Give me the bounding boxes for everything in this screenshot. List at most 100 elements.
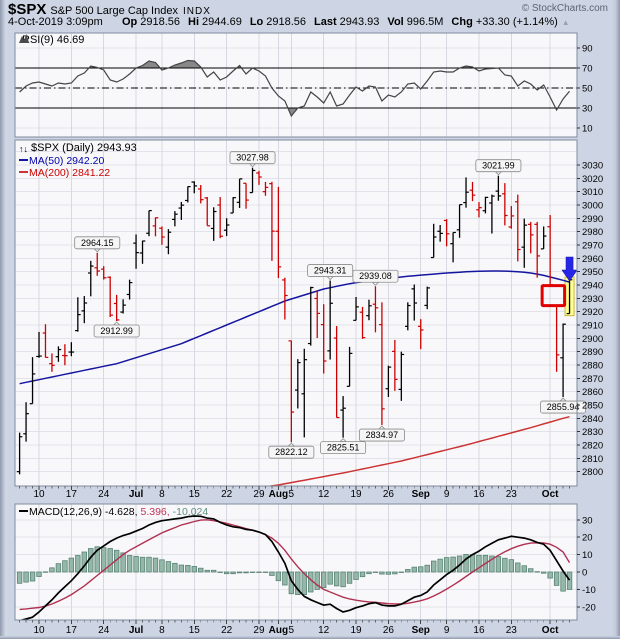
macd-hist-bar <box>333 571 340 587</box>
svg-text:23: 23 <box>506 489 518 500</box>
macd-signal-line <box>19 519 571 611</box>
macd-hist-bar <box>379 571 385 575</box>
ohlc-bar <box>534 221 540 278</box>
price-x-axis: 10 17 24 Jul 8 15 22 29 Aug 5 12 19 26 Sep 9 16 23 Oct <box>19 486 570 500</box>
macd-line <box>19 515 571 620</box>
svg-text:22: 22 <box>221 625 233 636</box>
macd-hist-bar <box>55 563 62 573</box>
ohlc-bar <box>133 234 139 269</box>
macd-hist-bar <box>49 567 55 573</box>
ohlc-bar <box>152 217 159 237</box>
macd-y-axis: 30 20 10 0 -10 -20 <box>577 515 596 613</box>
macd-hist-bar <box>424 564 430 573</box>
price-panel-border <box>14 139 578 487</box>
macd-hist-bar <box>437 558 443 573</box>
price-y-axis: 3030 3020 3010 3000 2990 2980 2970 2960 2950 2940… <box>577 161 603 478</box>
svg-text:16: 16 <box>473 625 485 636</box>
macd-hist-bar <box>139 556 146 573</box>
ohlc-bar <box>178 201 185 220</box>
svg-text:2834.97: 2834.97 <box>366 430 399 440</box>
macd-hist-bar <box>327 571 333 585</box>
ohlc-bar <box>49 353 55 372</box>
macd-hist-bar <box>540 571 547 574</box>
quote-row: 4-Oct-2019 3:09pm Op 2918.56 Hi 2944.69 Lo 29… <box>8 16 610 30</box>
ohlc-bar <box>333 326 340 419</box>
macd-hist-bar <box>152 557 159 573</box>
ohlc-bar <box>405 302 411 331</box>
ohlc-bar <box>372 286 379 333</box>
svg-text:Sep: Sep <box>412 625 430 636</box>
svg-text:2980: 2980 <box>582 227 603 238</box>
svg-text:-20: -20 <box>582 602 596 613</box>
ohlc-bar <box>514 194 521 262</box>
macd-hist-bar <box>282 571 288 586</box>
macd-hist-bar <box>217 571 223 573</box>
macd-hist-bar <box>185 565 191 573</box>
rsi-vertical-grid <box>38 33 551 137</box>
svg-text:2930: 2930 <box>582 294 603 305</box>
ohlc-bar <box>165 229 172 255</box>
svg-text:0: 0 <box>582 568 587 579</box>
svg-text:15: 15 <box>189 625 201 636</box>
ohlc-bar <box>139 240 146 264</box>
quote-strip: Op 2918.56 Hi 2944.69 Lo 2918.56 Last 2943.93 Vo… <box>122 16 570 28</box>
ohlc-bar <box>366 299 372 321</box>
watermark: © StockCharts.com <box>521 3 608 14</box>
svg-text:2890: 2890 <box>582 347 603 358</box>
svg-text:2810: 2810 <box>582 454 603 465</box>
macd-hist-bar <box>262 571 269 573</box>
macd-hist-bar <box>94 546 100 573</box>
svg-text:2825.51: 2825.51 <box>327 443 360 453</box>
ohlc-bar <box>502 183 508 226</box>
macd-hist-bar <box>133 555 139 573</box>
svg-text:Aug: Aug <box>269 489 288 500</box>
macd-hist-bar <box>431 560 437 573</box>
rsi-plot-area[interactable] <box>15 33 577 137</box>
price-callout: 2834.97 <box>358 425 405 442</box>
macd-hist-bar <box>443 557 450 573</box>
ohlc-bar <box>236 178 243 208</box>
ohlc-bar <box>81 296 88 324</box>
svg-text:23: 23 <box>506 625 518 636</box>
open-label: Op <box>122 16 138 28</box>
ohlc-bar <box>113 294 120 322</box>
macd-hist-bar <box>521 565 527 573</box>
svg-text:Oct: Oct <box>542 625 559 636</box>
svg-text:70: 70 <box>582 64 593 75</box>
ohlc-bar <box>456 204 463 238</box>
svg-text:12: 12 <box>318 625 330 636</box>
macd-hist-bar <box>502 557 508 573</box>
macd-hist-bar <box>159 559 165 573</box>
macd-hist-bar <box>528 568 534 573</box>
svg-text:Sep: Sep <box>412 489 430 500</box>
svg-text:10: 10 <box>582 550 593 561</box>
svg-text:2880: 2880 <box>582 361 603 372</box>
macd-hist-bar <box>340 571 346 588</box>
svg-text:3010: 3010 <box>582 187 603 198</box>
macd-panel: 30 20 10 0 -10 -20 10 17 24 Jul 8 15 22 29 Aug 5 12 19 26 S… <box>14 503 596 636</box>
price-plot-area[interactable] <box>15 140 577 486</box>
ohlc-bar <box>275 186 282 279</box>
price-panel: 2964.15 2912.99 3027.98 2943.31 2939.08 2822.… <box>14 139 603 500</box>
macd-hist-bar <box>566 571 573 590</box>
price-callout: 2964.15 <box>74 236 121 253</box>
svg-text:3000: 3000 <box>582 201 603 212</box>
ohlc-bar <box>379 302 385 426</box>
price-annotations: 2964.15 2912.99 3027.98 2943.31 2939.08 2822.… <box>74 151 587 459</box>
rsi-panel: 90 70 50 30 10 <box>14 32 593 138</box>
exchange-label: INDX <box>182 6 211 17</box>
macd-hist-bar <box>204 569 210 573</box>
macd-hist-bar <box>308 571 314 593</box>
ohlc-bar <box>430 223 437 259</box>
ohlc-bar <box>398 351 405 401</box>
macd-hist-bar <box>372 571 379 573</box>
macd-hist-bar <box>223 571 230 575</box>
macd-hist-bar <box>560 571 566 592</box>
svg-text:24: 24 <box>98 625 110 636</box>
svg-text:2912.99: 2912.99 <box>100 326 133 336</box>
ohlc-bar <box>424 286 431 310</box>
price-callout: 2912.99 <box>93 321 140 338</box>
svg-text:10: 10 <box>33 489 45 500</box>
macd-hist-bar <box>75 555 81 573</box>
